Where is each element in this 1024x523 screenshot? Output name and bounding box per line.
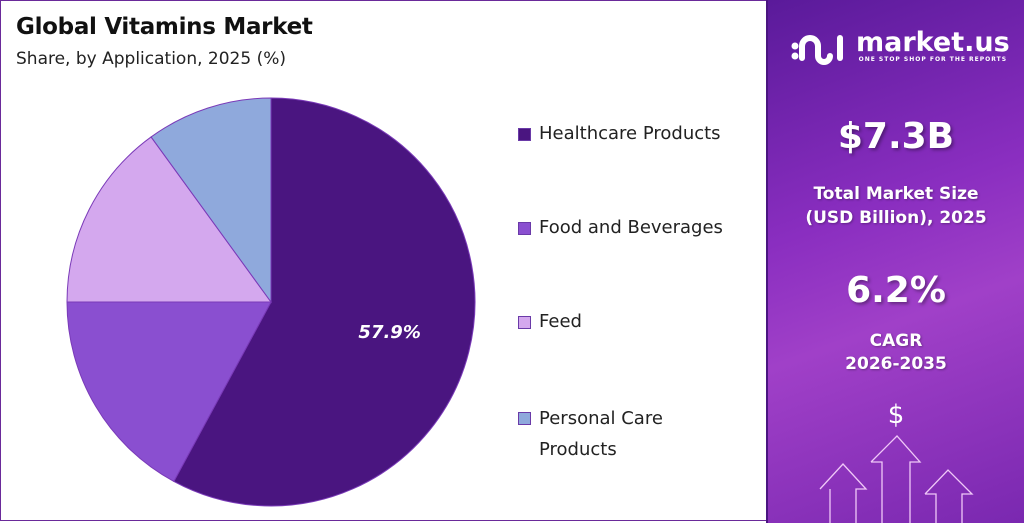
legend-item-feed: Feed <box>518 311 582 332</box>
market-size-value: $7.3B <box>837 116 955 157</box>
cagr-label-2: 2026-2035 <box>845 354 947 374</box>
info-panel: market.us ONE STOP SHOP FOR THE REPORTS … <box>766 0 1024 523</box>
pie-slice-healthcare-products <box>173 97 476 507</box>
legend-label: Feed <box>539 311 582 332</box>
up-arrow-icon <box>819 435 974 523</box>
legend-item-healthcare: Healthcare Products <box>518 123 721 144</box>
market-size-label-2: (USD Billion), 2025 <box>805 208 987 228</box>
legend-label: Food and Beverages <box>539 217 723 238</box>
market-size-label-1: Total Market Size <box>813 184 979 204</box>
brand-logo: market.us ONE STOP SHOP FOR THE REPORTS <box>790 26 1010 66</box>
legend-label: Personal Care Products <box>539 408 663 460</box>
pie-slice-feed <box>66 136 272 303</box>
legend-swatch <box>518 316 531 329</box>
legend-item-food: Food and Beverages <box>518 217 723 238</box>
cagr-value: 6.2% <box>846 270 946 311</box>
pie-slice-food-and-beverages <box>66 301 272 483</box>
legend-item-personal-care: Personal Care Products <box>518 403 663 465</box>
legend-swatch <box>518 222 531 235</box>
legend-label: Healthcare Products <box>539 123 721 144</box>
legend-swatch <box>518 128 531 141</box>
chart-title: Global Vitamins Market <box>16 14 313 40</box>
legend-swatch <box>518 412 531 425</box>
pie-chart: 57.9% <box>66 97 476 507</box>
brand-name: market.us <box>856 26 1010 58</box>
cagr-label-1: CAGR <box>869 331 923 351</box>
chart-frame <box>0 0 766 521</box>
brand-tagline: ONE STOP SHOP FOR THE REPORTS <box>858 55 1008 63</box>
pie-slice-personal-care-products <box>150 97 272 304</box>
dollar-icon: $ <box>887 400 905 430</box>
data-label: 57.9% <box>358 322 420 343</box>
chart-subtitle: Share, by Application, 2025 (%) <box>16 49 286 69</box>
market-us-logo-icon <box>791 35 843 65</box>
